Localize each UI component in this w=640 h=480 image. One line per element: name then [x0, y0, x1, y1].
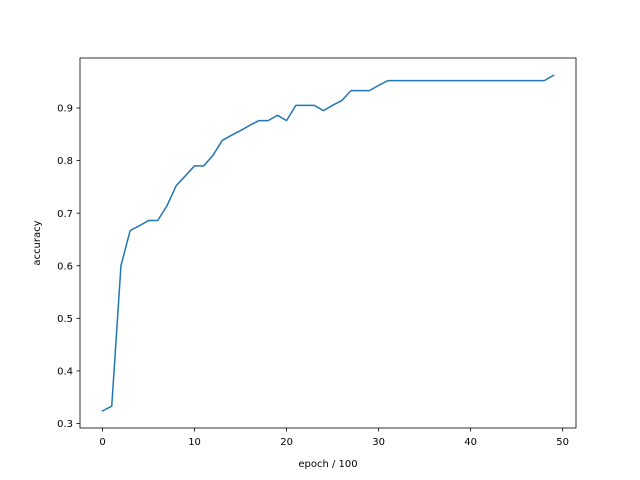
y-tick-label: 0.5	[57, 314, 73, 325]
y-tick-label: 0.3	[57, 419, 73, 430]
plot-frame	[79, 57, 577, 429]
y-axis-label: accuracy	[32, 220, 43, 265]
y-tick-label: 0.7	[57, 209, 73, 220]
x-tick-label: 0	[99, 437, 105, 448]
x-axis-label: epoch / 100	[298, 459, 357, 470]
series-layer	[101, 74, 555, 412]
y-tick-label: 0.9	[57, 104, 73, 115]
x-tick-label: 30	[372, 437, 385, 448]
x-axis-ticks: 0 10 20 30 40 50	[99, 428, 569, 448]
series-line-0	[101, 74, 555, 412]
x-tick-label: 50	[556, 437, 569, 448]
x-tick-label: 10	[188, 437, 201, 448]
y-tick-label: 0.8	[57, 156, 73, 167]
y-tick-label: 0.4	[57, 367, 73, 378]
x-tick-label: 20	[280, 437, 293, 448]
y-tick-label: 0.6	[57, 261, 73, 272]
x-tick-label: 40	[464, 437, 477, 448]
y-axis-ticks: 0.3 0.4 0.5 0.6 0.7 0.8 0.9	[57, 104, 80, 430]
